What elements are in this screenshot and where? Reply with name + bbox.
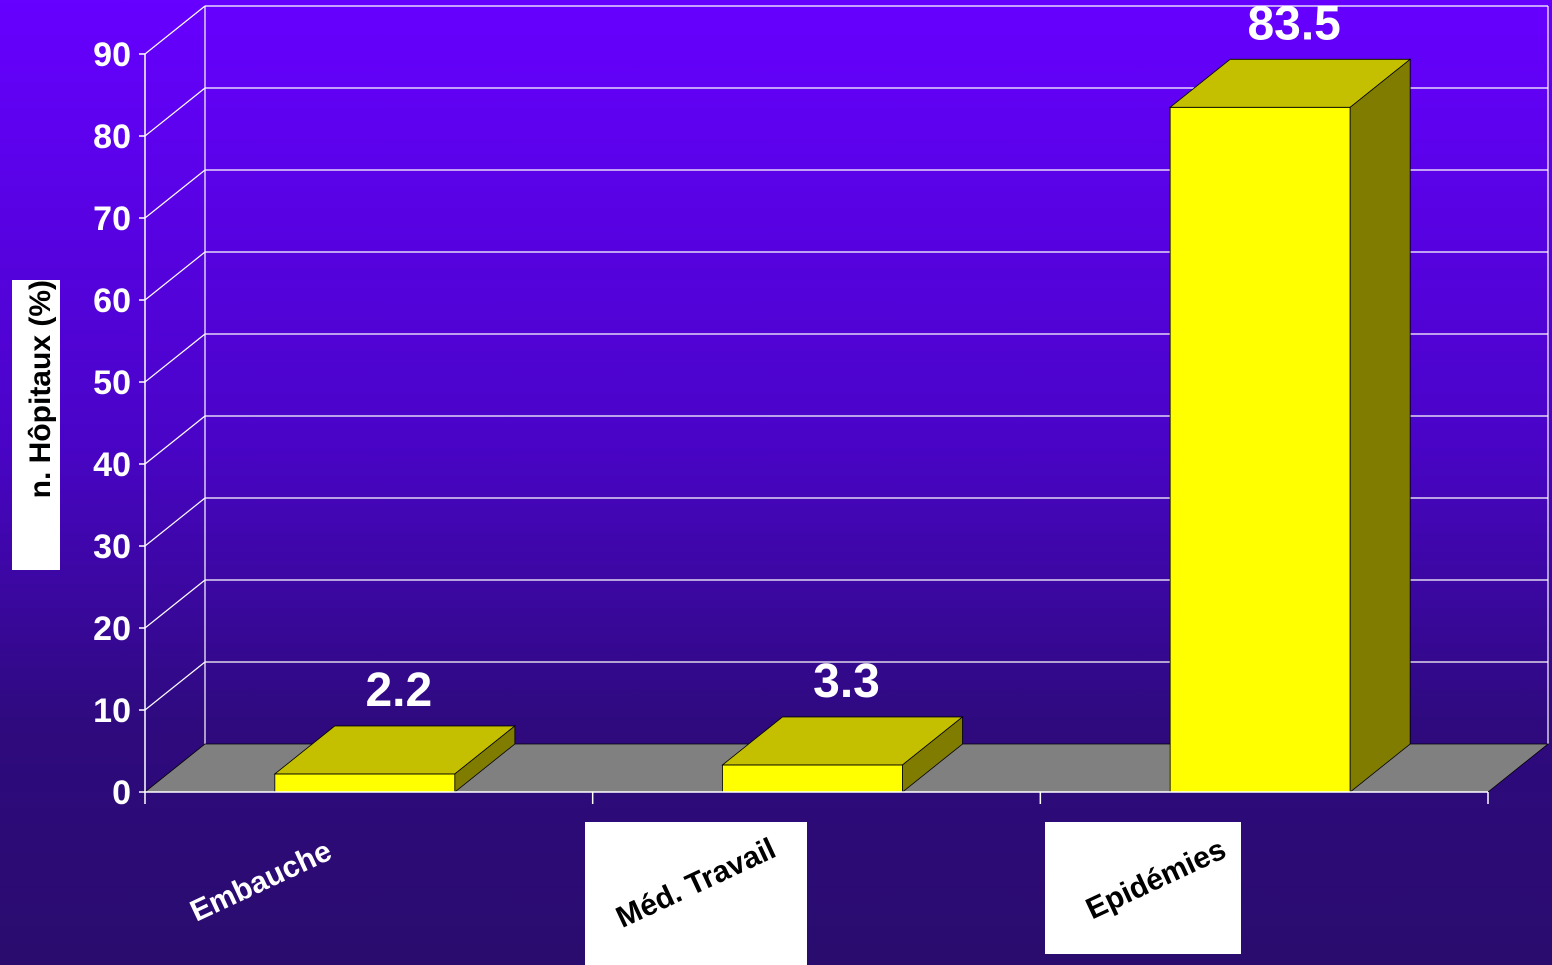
category-label: Embauche xyxy=(185,834,336,928)
y-axis-label-box: n. Hôpitaux (%) xyxy=(12,280,60,570)
side-gridline xyxy=(144,333,206,383)
side-gridline xyxy=(144,415,206,465)
category-label-group: Embauche xyxy=(185,834,336,928)
category-label-group: Méd. Travail xyxy=(585,822,807,965)
y-axis-ticks: 0 10 20 30 40 50 60 70 80 90 xyxy=(93,36,1489,812)
side-gridline xyxy=(144,251,206,301)
y-tick-label: 70 xyxy=(93,200,131,238)
bar-side xyxy=(454,725,516,793)
side-gridline xyxy=(144,579,206,629)
y-tick-label: 90 xyxy=(93,36,131,74)
y-tick-label: 20 xyxy=(93,610,131,648)
bar-front xyxy=(274,773,456,793)
x-axis-categories: Embauche Méd. Travail Epidémies xyxy=(185,822,1241,965)
bar-front xyxy=(722,764,903,793)
category-label-group: Epidémies xyxy=(1045,822,1241,954)
category-label-box xyxy=(585,822,807,965)
category-label-box xyxy=(1045,822,1241,954)
y-tick-label: 50 xyxy=(93,364,131,402)
bar-front xyxy=(1169,106,1351,793)
side-gridline xyxy=(144,661,206,711)
y-tick-label: 30 xyxy=(93,528,131,566)
bar xyxy=(721,716,964,793)
data-label: 2.2 xyxy=(365,664,432,717)
y-tick-label: 80 xyxy=(93,118,131,156)
bar xyxy=(1169,58,1412,793)
y-tick-label: 0 xyxy=(112,774,131,812)
y-axis-label: n. Hôpitaux (%) xyxy=(24,280,57,498)
bar xyxy=(273,725,516,793)
y-tick-label: 10 xyxy=(93,692,131,730)
side-gridline xyxy=(144,87,206,137)
side-gridline xyxy=(144,169,206,219)
data-label: 83.5 xyxy=(1247,0,1340,50)
bar-side xyxy=(1349,58,1411,793)
side-gridline xyxy=(144,497,206,547)
side-gridline xyxy=(144,5,206,55)
y-tick-label: 60 xyxy=(93,282,131,320)
data-label: 3.3 xyxy=(813,655,880,708)
y-tick-label: 40 xyxy=(93,446,131,484)
chart-bars: 2.2 3.3 83.5 xyxy=(273,0,1412,793)
bar-side xyxy=(902,716,963,793)
